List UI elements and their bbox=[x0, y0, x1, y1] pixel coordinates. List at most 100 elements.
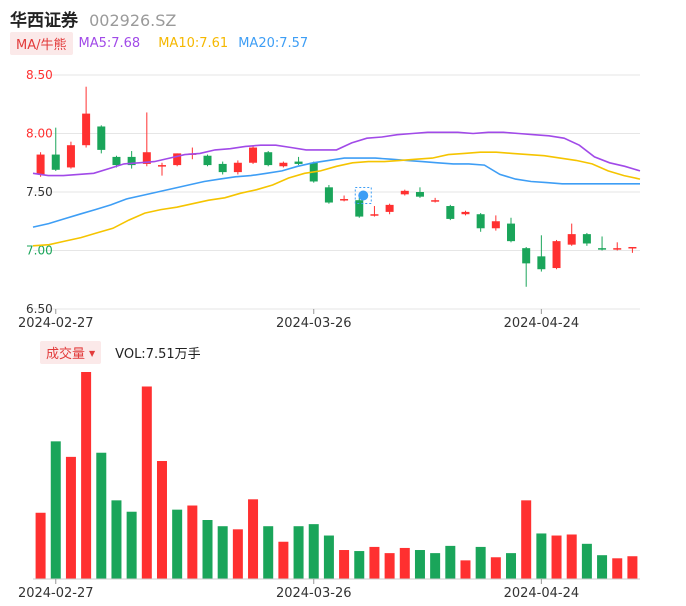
candle-body bbox=[415, 192, 424, 197]
volume-bar bbox=[293, 526, 304, 579]
volume-bar bbox=[232, 529, 243, 579]
y-tick-label: 8.50 bbox=[26, 68, 53, 82]
candle-body bbox=[446, 206, 455, 219]
candle-body bbox=[294, 161, 303, 164]
candle-body bbox=[36, 154, 45, 175]
candle-body bbox=[127, 156, 136, 166]
volume-bar bbox=[399, 547, 410, 579]
candle-body bbox=[218, 163, 227, 173]
candle-body bbox=[249, 147, 258, 163]
volume-bar bbox=[50, 441, 61, 579]
volume-bar bbox=[202, 520, 213, 579]
volume-bar bbox=[597, 555, 608, 579]
volume-bar bbox=[217, 526, 228, 579]
candle-body bbox=[157, 165, 166, 167]
candle-body bbox=[203, 155, 212, 166]
candle-body bbox=[507, 223, 516, 242]
ma5-value: MA5:7.68 bbox=[78, 35, 141, 51]
candle-body bbox=[476, 214, 485, 229]
candle-body bbox=[233, 162, 242, 173]
y-tick-label: 7.00 bbox=[26, 244, 53, 258]
volume-bar bbox=[354, 551, 365, 579]
volume-bar bbox=[35, 512, 46, 579]
candle-body bbox=[431, 200, 440, 202]
volume-bar bbox=[339, 550, 350, 579]
volume-bar bbox=[384, 553, 395, 579]
ma20-value: MA20:7.57 bbox=[238, 35, 309, 51]
ma-selector-chip[interactable]: MA/牛熊 bbox=[10, 31, 73, 55]
volume-bar bbox=[156, 461, 167, 579]
volume-bar bbox=[248, 499, 259, 579]
volume-bar bbox=[475, 546, 486, 579]
volume-bar bbox=[96, 452, 107, 579]
candle-body bbox=[552, 241, 561, 269]
candle-body bbox=[264, 152, 273, 166]
candle-body bbox=[51, 154, 60, 170]
dropdown-triangle-icon: ▼ bbox=[89, 348, 96, 358]
volume-bar bbox=[65, 456, 76, 579]
volume-bar bbox=[566, 534, 577, 579]
volume-bar bbox=[323, 535, 334, 579]
volume-bar bbox=[551, 535, 562, 579]
candle-body bbox=[461, 211, 470, 215]
volume-bar bbox=[581, 543, 592, 579]
y-tick-label: 8.00 bbox=[26, 127, 53, 141]
volume-bar bbox=[414, 550, 425, 579]
candle-body bbox=[613, 248, 622, 250]
candle-body bbox=[400, 190, 409, 195]
candle-body bbox=[385, 204, 394, 212]
volume-bar bbox=[308, 524, 319, 579]
x-tick-label-1: 2024-02-27 bbox=[18, 316, 94, 331]
volume-bar bbox=[536, 533, 547, 579]
volume-bar bbox=[111, 500, 122, 579]
volume-bar bbox=[369, 546, 380, 579]
volume-bar bbox=[263, 526, 274, 579]
candle-body bbox=[66, 145, 75, 168]
candle-body bbox=[370, 214, 379, 216]
y-tick-label: 7.50 bbox=[26, 185, 53, 199]
volume-x-tick-label-2: 2024-03-26 bbox=[276, 586, 352, 601]
volume-x-tick-label-3: 2024-04-24 bbox=[504, 586, 580, 601]
volume-bar bbox=[430, 553, 441, 579]
candle-body bbox=[537, 256, 546, 270]
volume-x-tick-label-1: 2024-02-27 bbox=[18, 586, 94, 601]
candle-body bbox=[522, 248, 531, 264]
candle-body bbox=[582, 234, 591, 244]
volume-bar bbox=[278, 541, 289, 579]
volume-bar bbox=[126, 511, 137, 579]
event-marker-frame bbox=[354, 187, 372, 205]
ma10-value: MA10:7.61 bbox=[158, 35, 229, 51]
volume-bar bbox=[612, 558, 623, 579]
candle-body bbox=[355, 200, 364, 217]
candle-body bbox=[173, 153, 182, 166]
volume-bar bbox=[172, 509, 183, 579]
ma5-line bbox=[32, 131, 641, 177]
volume-bar bbox=[81, 372, 92, 579]
stock-name: 华西证券 bbox=[10, 11, 78, 31]
candle-body bbox=[324, 187, 333, 203]
candle-body bbox=[279, 162, 288, 167]
volume-bar bbox=[521, 500, 532, 579]
candle-body bbox=[142, 152, 151, 164]
candle-body bbox=[97, 126, 106, 150]
candle-body bbox=[82, 113, 91, 146]
x-tick-label-2: 2024-03-26 bbox=[276, 316, 352, 331]
ma-legend: MA/牛熊 MA5:7.68 MA10:7.61 MA20:7.57 bbox=[10, 31, 308, 55]
volume-bar bbox=[187, 505, 198, 579]
volume-chip-label: 成交量 bbox=[46, 346, 86, 362]
ma10-line bbox=[32, 151, 641, 247]
stock-header: 华西证券 002926.SZ bbox=[10, 6, 177, 31]
candle-body bbox=[112, 156, 121, 166]
volume-legend: 成交量 ▼ VOL:7.51万手 bbox=[40, 340, 201, 364]
volume-bar bbox=[141, 386, 152, 579]
volume-value: VOL:7.51万手 bbox=[115, 346, 201, 362]
candle-body bbox=[340, 199, 349, 201]
volume-bar bbox=[490, 557, 501, 579]
volume-bar bbox=[445, 545, 456, 579]
volume-bar bbox=[506, 553, 517, 579]
volume-bar bbox=[460, 560, 471, 579]
volume-bar bbox=[627, 556, 638, 579]
stock-code: 002926.SZ bbox=[89, 11, 177, 30]
volume-selector-chip[interactable]: 成交量 ▼ bbox=[40, 340, 102, 364]
